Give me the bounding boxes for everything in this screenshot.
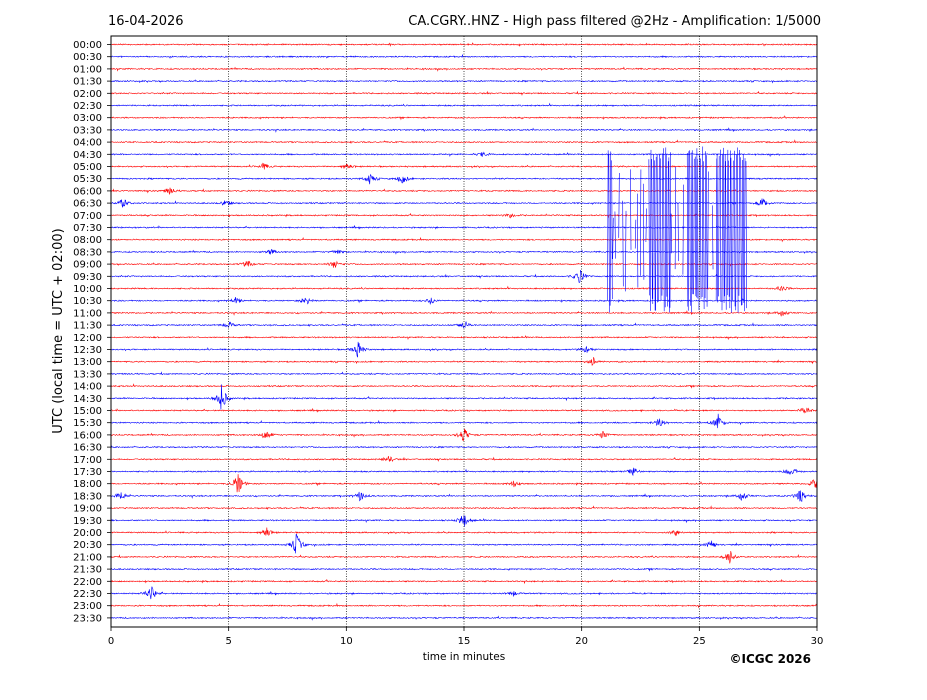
row-label: 05:00 [73,162,102,173]
row-label: 10:30 [73,296,102,307]
trace-row-1400 [110,383,818,389]
row-label: 19:00 [73,504,102,515]
row-label: 22:00 [73,577,102,588]
row-label: 01:30 [73,77,102,88]
trace-row-1900 [110,505,818,510]
copyright-label: ©ICGC 2026 [729,652,811,666]
x-tick-label: 30 [811,636,824,647]
x-tick-label: 10 [340,636,353,647]
row-label: 23:30 [73,613,102,624]
row-label: 02:00 [73,89,102,100]
trace-row-1100 [110,310,818,317]
row-label: 11:00 [73,308,102,319]
trace-row-1830 [110,490,818,502]
row-label: 00:30 [73,52,102,63]
row-label: 09:00 [73,260,102,271]
row-label: 22:30 [73,589,102,600]
row-label: 21:30 [73,565,102,576]
trace-row-0330 [110,127,818,133]
trace-row-2030 [110,533,818,554]
trace-row-0200 [110,90,818,96]
trace-row-2000 [110,527,818,537]
row-label: 18:30 [73,491,102,502]
vertical-gridlines [228,36,700,627]
row-label: 08:30 [73,247,102,258]
row-label: 16:00 [73,430,102,441]
row-label: 13:00 [73,357,102,368]
trace-row-1930 [110,515,818,527]
row-label: 20:30 [73,540,102,551]
row-label: 15:30 [73,418,102,429]
trace-row-0230 [110,102,818,107]
row-label: 19:30 [73,516,102,527]
trace-row-1600 [110,428,818,441]
row-label: 12:00 [73,333,102,344]
row-label: 06:00 [73,186,102,197]
row-label: 05:30 [73,174,102,185]
x-tick-label: 20 [575,636,588,647]
chart-title: CA.CGRY..HNZ - High pass filtered @2Hz -… [408,14,821,29]
row-label: 17:30 [73,467,102,478]
row-label: 07:30 [73,223,102,234]
trace-row-0800 [110,236,818,243]
y-axis-label: UTC (local time = UTC + 02:00) [51,228,66,433]
row-label: 03:00 [73,113,102,124]
chart-date: 16-04-2026 [108,14,184,29]
large-event-0 [607,146,747,313]
row-label: 15:00 [73,406,102,417]
x-tick-label: 25 [693,636,706,647]
row-label: 07:00 [73,211,102,222]
row-label: 04:00 [73,138,102,149]
row-label: 11:30 [73,321,102,332]
trace-row-1500 [110,407,818,414]
trace-row-1030 [110,296,818,305]
x-axis-ticks: 0 5 10 15 20 25 30 [108,627,824,647]
row-label: 20:00 [73,528,102,539]
row-label: 10:00 [73,284,102,295]
x-tick-label: 15 [458,636,471,647]
row-label: 02:30 [73,101,102,112]
x-axis-label: time in minutes [423,651,505,663]
trace-row-0300 [110,115,818,121]
row-label: 04:30 [73,150,102,161]
trace-row-1530 [110,413,818,429]
row-label: 12:30 [73,345,102,356]
row-label: 16:30 [73,443,102,454]
row-label: 08:00 [73,235,102,246]
row-label: 00:00 [73,40,102,51]
x-tick-label: 5 [225,636,231,647]
row-label: 01:00 [73,64,102,75]
row-label: 14:30 [73,394,102,405]
row-label: 06:30 [73,199,102,210]
x-tick-label: 0 [108,636,114,647]
row-label: 23:00 [73,601,102,612]
row-label: 18:00 [73,479,102,490]
trace-row-2330 [110,615,818,621]
row-label: 09:30 [73,272,102,283]
row-label: 03:30 [73,125,102,136]
large-event-trace [607,146,747,313]
row-label: 21:00 [73,552,102,563]
row-label: 13:30 [73,369,102,380]
row-label: 17:00 [73,455,102,466]
row-label: 14:00 [73,382,102,393]
